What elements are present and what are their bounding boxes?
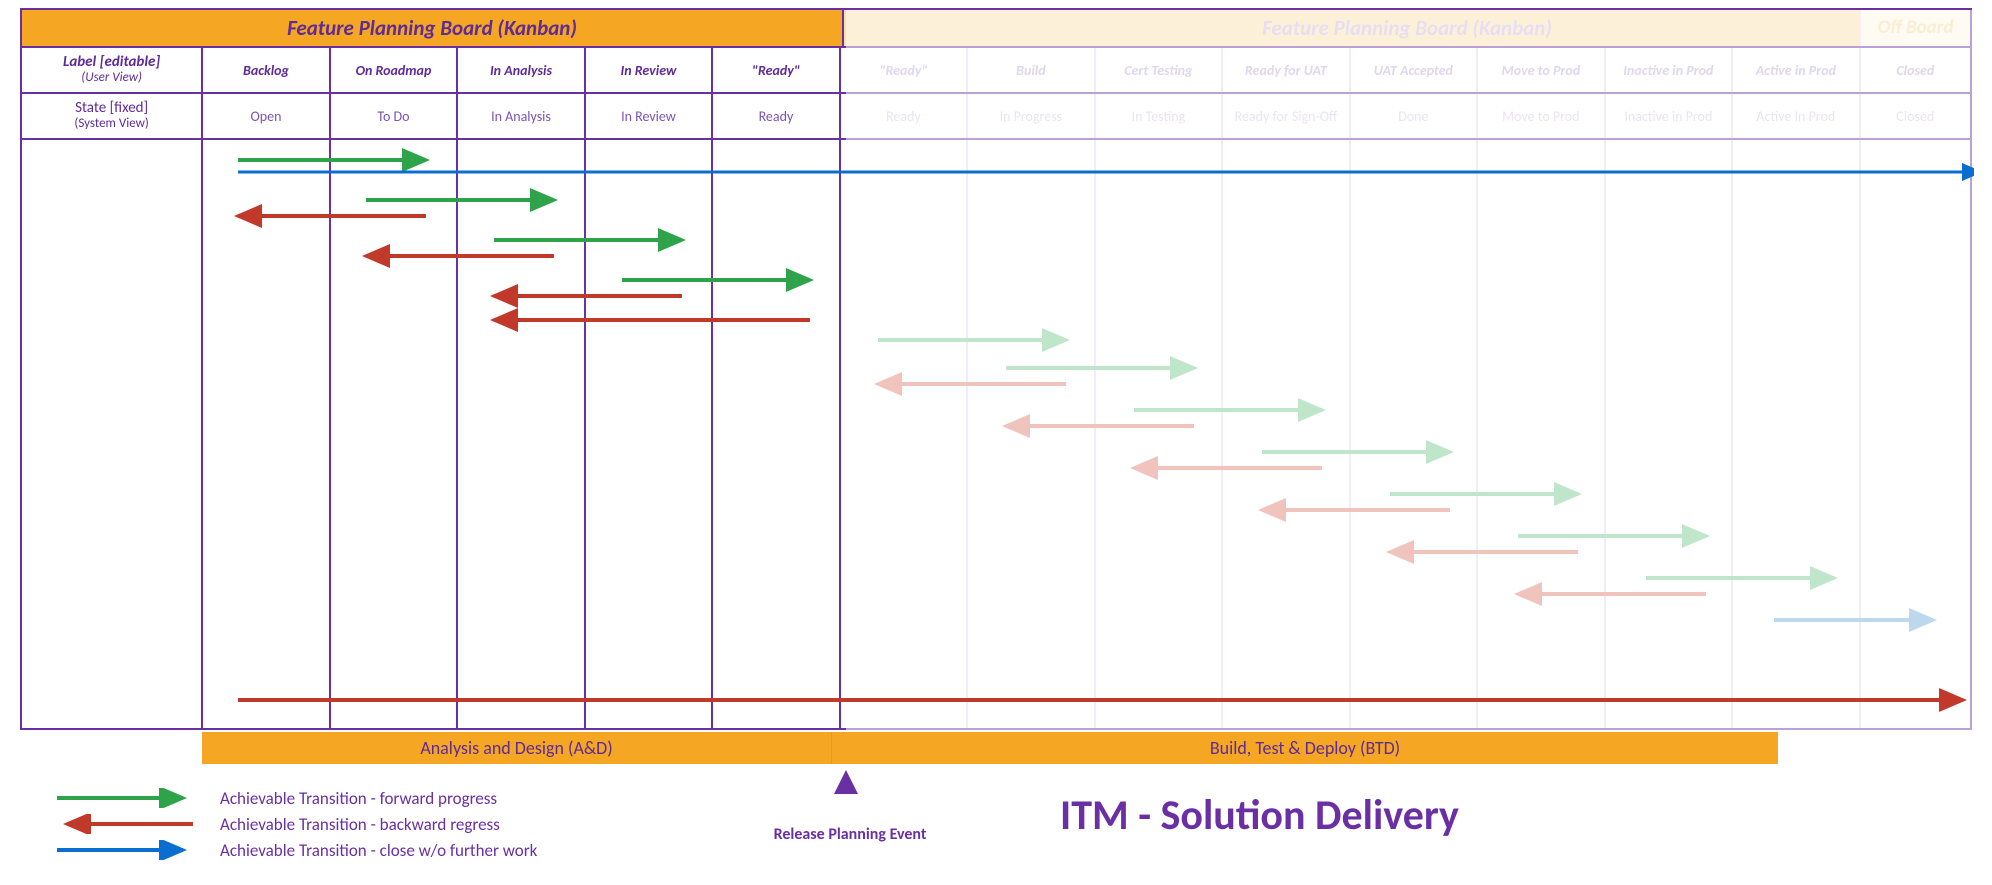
- label-row: Label [editable] (User View) BacklogOn R…: [22, 46, 1970, 92]
- state-cell: In Analysis: [458, 94, 585, 138]
- legend-forward-text: Achievable Transition - forward progress: [220, 788, 497, 809]
- column: [1223, 140, 1350, 728]
- state-row: State [fixed] (System View) OpenTo DoIn …: [22, 92, 1970, 138]
- legend-backward-text: Achievable Transition - backward regress: [220, 814, 500, 835]
- label-cell: Active in Prod: [1733, 48, 1860, 92]
- main-area: [22, 138, 1970, 728]
- arrow-backward-icon: [55, 814, 195, 834]
- board-title-left: Feature Planning Board (Kanban): [22, 10, 844, 46]
- state-cell: Done: [1351, 94, 1478, 138]
- column: [968, 140, 1095, 728]
- column: [1351, 140, 1478, 728]
- label-cell: Ready for UAT: [1223, 48, 1350, 92]
- release-label: Release Planning Event: [740, 825, 960, 844]
- main-leftcol: [22, 140, 203, 728]
- label-cell: Inactive in Prod: [1606, 48, 1733, 92]
- label-cell: Closed: [1861, 48, 1971, 92]
- release-marker-icon: [832, 768, 860, 796]
- board-title-right: Feature Planning Board (Kanban): [844, 10, 1970, 46]
- state-cell: In Progress: [968, 94, 1095, 138]
- main-title: ITM - Solution Delivery: [1060, 790, 1459, 841]
- phase-ad: Analysis and Design (A&D): [202, 732, 832, 764]
- state-cell: In Testing: [1096, 94, 1223, 138]
- rowhead-label-sub: (User View): [81, 71, 142, 86]
- label-cell: In Review: [586, 48, 713, 92]
- column: [458, 140, 585, 728]
- column: [841, 140, 968, 728]
- state-cell: Open: [203, 94, 330, 138]
- label-cell: In Analysis: [458, 48, 585, 92]
- label-cell: On Roadmap: [331, 48, 458, 92]
- label-cell: UAT Accepted: [1351, 48, 1478, 92]
- column: [713, 140, 840, 728]
- phase-btd: Build, Test & Deploy (BTD): [832, 732, 1778, 764]
- legend: Achievable Transition - forward progress…: [55, 785, 537, 863]
- column-closed: [1861, 140, 1971, 728]
- kanban-board: Feature Planning Board (Kanban) Feature …: [20, 8, 1972, 730]
- state-cell: Active In Prod: [1733, 94, 1860, 138]
- state-cell: Ready: [713, 94, 840, 138]
- phase-bar: Analysis and Design (A&D) Build, Test & …: [202, 732, 1778, 764]
- state-cell: Ready: [841, 94, 968, 138]
- rowhead-state-sub: (System View): [74, 117, 148, 132]
- arrow-close-icon: [55, 840, 195, 860]
- legend-close-text: Achievable Transition - close w/o furthe…: [220, 840, 537, 861]
- legend-backward: Achievable Transition - backward regress: [55, 811, 537, 837]
- rowhead-label: Label [editable] (User View): [22, 48, 203, 92]
- column: [1096, 140, 1223, 728]
- column: [1606, 140, 1733, 728]
- legend-close: Achievable Transition - close w/o furthe…: [55, 837, 537, 863]
- column: [586, 140, 713, 728]
- offboard-header: Off Board: [1860, 10, 1970, 46]
- column: [1733, 140, 1860, 728]
- state-cell: To Do: [331, 94, 458, 138]
- label-cell: Move to Prod: [1478, 48, 1605, 92]
- label-cell: Backlog: [203, 48, 330, 92]
- state-cell: Ready for Sign-Off: [1223, 94, 1350, 138]
- rowhead-label-text: Label [editable]: [63, 54, 160, 71]
- column: [203, 140, 330, 728]
- label-cell: "Ready": [713, 48, 840, 92]
- rowhead-state-text: State [fixed]: [75, 100, 148, 117]
- state-cell: Closed: [1861, 94, 1971, 138]
- label-cell: "Ready": [841, 48, 968, 92]
- column: [331, 140, 458, 728]
- state-cell: Inactive in Prod: [1606, 94, 1733, 138]
- rowhead-state: State [fixed] (System View): [22, 94, 203, 138]
- arrow-forward-icon: [55, 788, 195, 808]
- legend-forward: Achievable Transition - forward progress: [55, 785, 537, 811]
- state-cell: In Review: [586, 94, 713, 138]
- column: [1478, 140, 1605, 728]
- label-cell: Build: [968, 48, 1095, 92]
- state-cell: Move to Prod: [1478, 94, 1605, 138]
- board-title-row: Feature Planning Board (Kanban) Feature …: [22, 10, 1970, 46]
- label-cell: Cert Testing: [1096, 48, 1223, 92]
